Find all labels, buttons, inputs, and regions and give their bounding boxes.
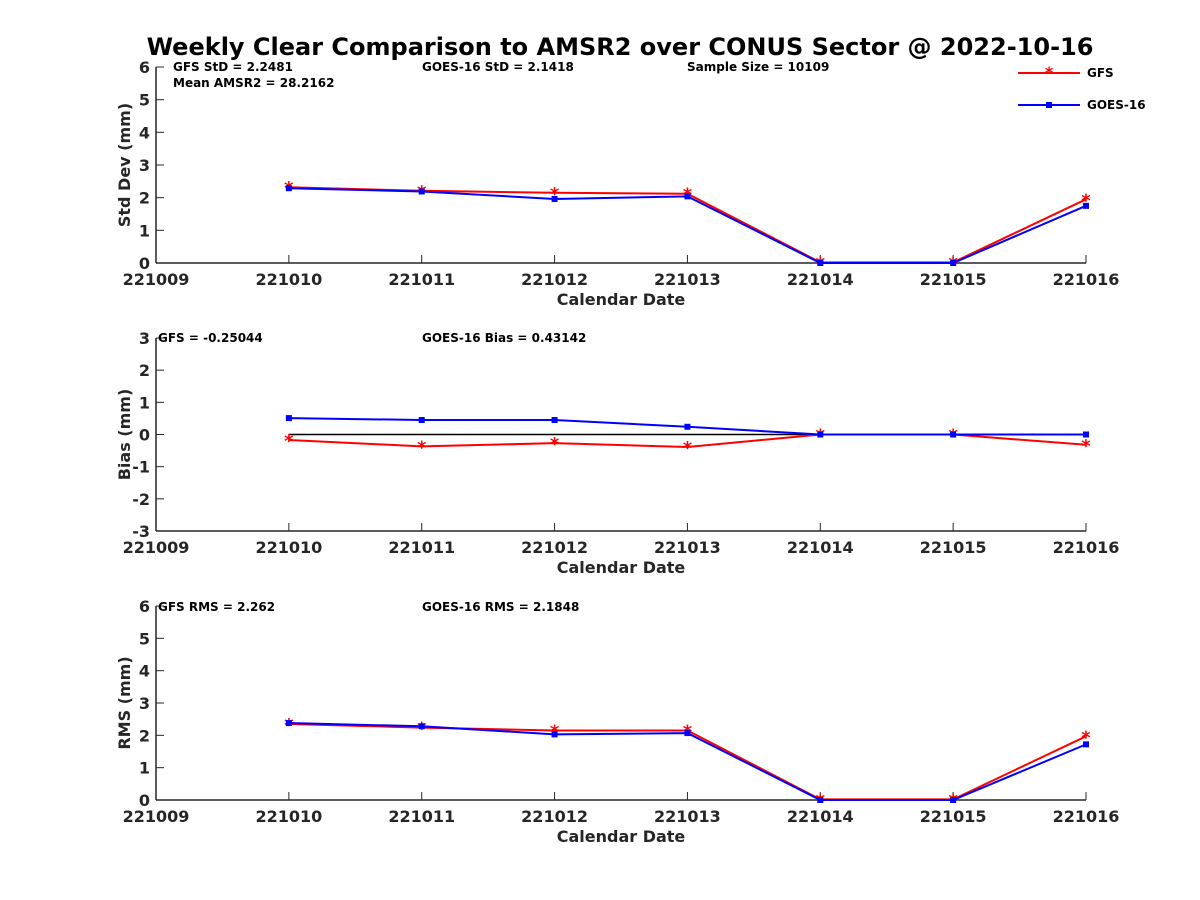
- bias-goes16-point: [418, 417, 425, 424]
- rms-y-tick-label: 6: [139, 597, 150, 616]
- bias-y-tick-label: -3: [132, 522, 150, 541]
- std-dev-annotation: Sample Size = 10109: [687, 60, 829, 74]
- std-dev-y-tick-label: 2: [139, 189, 150, 208]
- bias-goes16-point: [285, 415, 292, 422]
- bias-x-tick-label: 221014: [787, 538, 854, 557]
- std-dev-y-tick-label: 1: [139, 221, 150, 240]
- std-dev-x-axis-label: Calendar Date: [557, 290, 686, 309]
- bias-y-axis-label: Bias (mm): [115, 389, 134, 481]
- bias-gfs-point: *: [550, 434, 560, 455]
- bias-x-tick-label: 221013: [654, 538, 721, 557]
- bias-y-tick-label: 0: [139, 426, 150, 445]
- legend-gfs-marker: *: [1045, 63, 1054, 82]
- std-dev-annotation: Mean AMSR2 = 28.2162: [173, 76, 334, 90]
- bias-goes16-point: [684, 423, 691, 430]
- bias-gfs-point: *: [284, 431, 294, 452]
- bias-gfs-point: *: [683, 438, 693, 459]
- bias-x-tick-label: 221011: [388, 538, 455, 557]
- std-dev-y-tick-label: 5: [139, 91, 150, 110]
- bias-y-tick-label: -2: [132, 490, 150, 509]
- bias-panel: -3 -2 -1 0 1 2 3 221009 221010 221011 221012 221013…: [115, 329, 1119, 577]
- bias-x-tick-label: 221016: [1053, 538, 1120, 557]
- rms-x-tick-label: 221013: [654, 807, 721, 826]
- std-dev-x-tick-label: 221010: [255, 270, 322, 289]
- bias-x-axis-label: Calendar Date: [557, 558, 686, 577]
- bias-annotation: GFS = -0.25044: [158, 331, 263, 345]
- rms-goes16-point: [684, 730, 691, 737]
- bias-gfs-point: *: [417, 437, 427, 458]
- rms-goes16-point: [418, 723, 425, 730]
- std-dev-goes16-point: [418, 188, 425, 195]
- rms-annotation: GFS RMS = 2.262: [158, 600, 275, 614]
- rms-y-axis-label: RMS (mm): [115, 656, 134, 749]
- bias-goes16-point: [551, 417, 558, 424]
- legend-goes-marker: [1046, 102, 1052, 108]
- rms-y-tick-label: 3: [139, 694, 150, 713]
- legend: * GFS GOES-16: [1018, 63, 1146, 112]
- rms-x-tick-label: 221011: [388, 807, 455, 826]
- std-dev-x-tick-label: 221009: [123, 270, 190, 289]
- rms-x-tick-label: 221010: [255, 807, 322, 826]
- legend-goes-label: GOES-16: [1087, 98, 1146, 112]
- std-dev-y-tick-label: 0: [139, 254, 150, 273]
- chart-title: Weekly Clear Comparison to AMSR2 over CO…: [147, 33, 1094, 61]
- rms-goes16-point: [285, 720, 292, 727]
- std-dev-goes16-point: [1083, 202, 1089, 209]
- bias-goes16-point: [817, 431, 824, 438]
- rms-goes16-point: [817, 797, 824, 803]
- rms-goes16-point: [551, 731, 558, 738]
- rms-x-tick-label: 221009: [123, 807, 190, 826]
- bias-x-tick-label: 221012: [521, 538, 588, 557]
- rms-gfs-point: *: [1081, 727, 1091, 748]
- rms-y-tick-label: 1: [139, 759, 150, 778]
- rms-x-tick-label: 221014: [787, 807, 854, 826]
- rms-annotation: GOES-16 RMS = 2.1848: [422, 600, 579, 614]
- std-dev-gfs-point: *: [550, 184, 560, 205]
- rms-y-tick-label: 0: [139, 791, 150, 810]
- rms-y-tick-label: 2: [139, 726, 150, 745]
- std-dev-gfs-point: *: [1081, 190, 1091, 211]
- std-dev-y-axis-label: Std Dev (mm): [115, 103, 134, 227]
- std-dev-goes16-point: [285, 185, 292, 192]
- rms-goes16-point: [1083, 741, 1089, 748]
- std-dev-x-tick-label: 221015: [920, 270, 987, 289]
- rms-x-tick-label: 221015: [920, 807, 987, 826]
- rms-y-tick-label: 4: [139, 662, 150, 681]
- std-dev-x-tick-label: 221013: [654, 270, 721, 289]
- bias-annotation: GOES-16 Bias = 0.43142: [422, 331, 586, 345]
- bias-y-tick-label: 2: [139, 361, 150, 380]
- std-dev-goes16-point: [551, 195, 558, 202]
- bias-goes16-point: [950, 431, 957, 438]
- rms-y-tick-label: 5: [139, 629, 150, 648]
- legend-gfs-label: GFS: [1087, 66, 1114, 80]
- rms-goes16-point: [950, 797, 957, 803]
- std-dev-x-tick-label: 221016: [1053, 270, 1120, 289]
- rms-panel: 0 1 2 3 4 5 6 221009 221010 221011 221012 221013 221…: [115, 597, 1119, 846]
- bias-gfs-point: *: [1081, 436, 1091, 457]
- bias-y-tick-label: 3: [139, 329, 150, 348]
- std-dev-goes16-point: [950, 260, 957, 266]
- std-dev-annotation: GFS StD = 2.2481: [173, 60, 293, 74]
- rms-x-tick-label: 221012: [521, 807, 588, 826]
- bias-y-tick-label: 1: [139, 393, 150, 412]
- std-dev-y-tick-label: 4: [139, 123, 150, 142]
- std-dev-x-tick-label: 221014: [787, 270, 854, 289]
- std-dev-x-tick-label: 221012: [521, 270, 588, 289]
- std-dev-goes16-point: [817, 260, 824, 266]
- std-dev-x-tick-label: 221011: [388, 270, 455, 289]
- bias-x-tick-label: 221015: [920, 538, 987, 557]
- bias-goes16-point: [1083, 431, 1089, 438]
- std-dev-panel: 0 1 2 3 4 5 6 221009 221010 221011 221012 221013 221…: [115, 58, 1119, 309]
- rms-x-axis-label: Calendar Date: [557, 827, 686, 846]
- rms-x-tick-label: 221016: [1053, 807, 1120, 826]
- bias-y-tick-label: -1: [132, 458, 150, 477]
- std-dev-y-tick-label: 3: [139, 156, 150, 175]
- std-dev-y-tick-label: 6: [139, 58, 150, 77]
- std-dev-annotation: GOES-16 StD = 2.1418: [422, 60, 574, 74]
- bias-x-tick-label: 221009: [123, 538, 190, 557]
- bias-x-tick-label: 221010: [255, 538, 322, 557]
- std-dev-goes16-point: [684, 193, 691, 200]
